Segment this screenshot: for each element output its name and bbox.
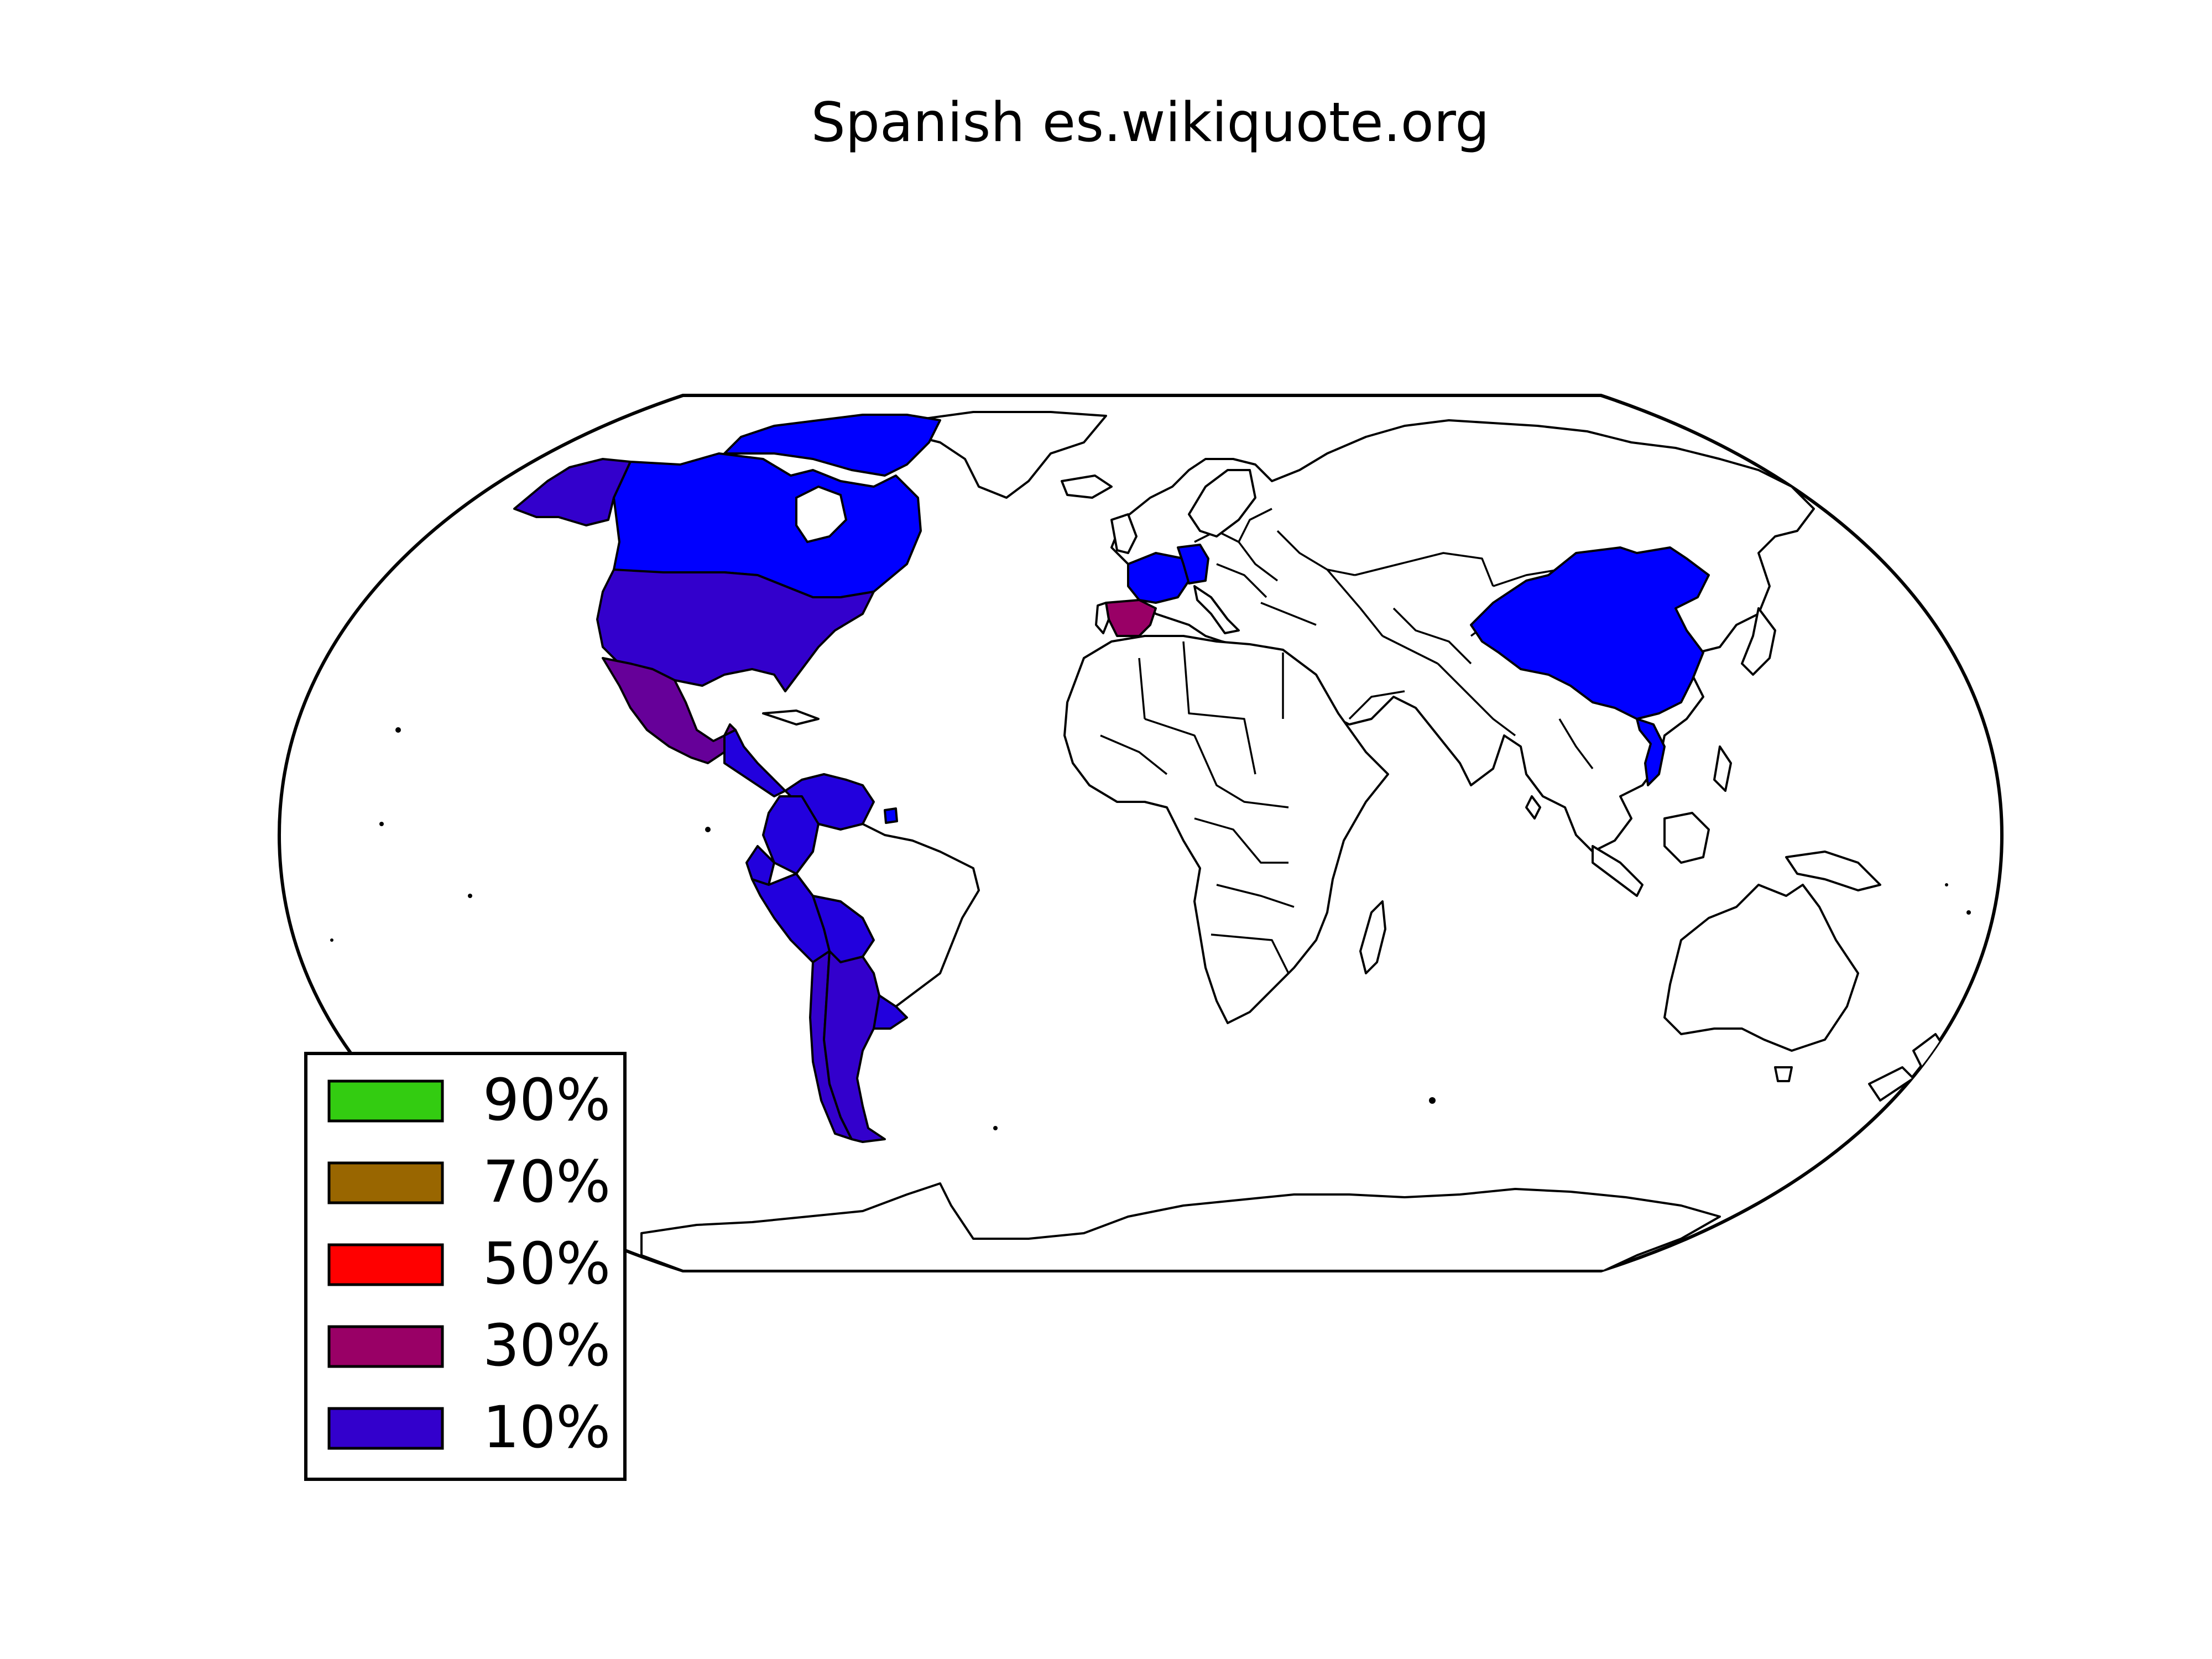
legend-label: 50% bbox=[483, 1230, 611, 1297]
antarctica-shape bbox=[640, 1182, 1721, 1271]
borneo-shape bbox=[1663, 812, 1710, 864]
map-title: Spanish es.wikiquote.org bbox=[811, 91, 1490, 154]
eurasia-shape bbox=[1110, 419, 1815, 853]
newguinea-shape bbox=[1785, 851, 1881, 891]
sumatra-shape bbox=[1592, 845, 1644, 897]
scandinavia-shape bbox=[1188, 469, 1256, 538]
country-france bbox=[1127, 552, 1190, 604]
country-vietnam bbox=[1636, 718, 1666, 786]
country-canada-arctic bbox=[723, 414, 941, 477]
australia-shape bbox=[1663, 884, 1859, 1052]
country-china bbox=[1470, 546, 1710, 720]
legend: 90% 70% 50% 30% 10% bbox=[304, 1052, 627, 1481]
brazil-shape bbox=[795, 823, 980, 1019]
country-mexico bbox=[602, 657, 737, 764]
country-argentina bbox=[823, 950, 891, 1143]
legend-swatch bbox=[327, 1407, 444, 1450]
country-germany bbox=[1177, 544, 1209, 585]
africa-borders bbox=[1100, 641, 1295, 974]
country-french-guiana bbox=[884, 807, 898, 824]
madagascar-shape bbox=[1359, 900, 1386, 974]
legend-swatch bbox=[327, 1243, 444, 1286]
philippines-shape bbox=[1713, 745, 1732, 792]
legend-swatch bbox=[327, 1079, 444, 1123]
portugal-shape bbox=[1095, 602, 1110, 634]
legend-swatch bbox=[327, 1325, 444, 1368]
italy-shape bbox=[1193, 585, 1240, 634]
tasmania-shape bbox=[1774, 1066, 1793, 1082]
country-uruguay bbox=[873, 994, 908, 1030]
srilanka-shape bbox=[1525, 795, 1541, 820]
hudson-bay bbox=[795, 485, 848, 544]
legend-label: 10% bbox=[483, 1394, 611, 1461]
iceland-shape bbox=[1061, 474, 1113, 499]
legend-label: 70% bbox=[483, 1148, 611, 1215]
legend-label: 90% bbox=[483, 1066, 611, 1134]
uk-shape bbox=[1110, 513, 1138, 554]
legend-swatch bbox=[327, 1161, 444, 1204]
greenland-shape bbox=[911, 411, 1107, 499]
cuba-shape bbox=[762, 709, 820, 726]
legend-label: 30% bbox=[483, 1312, 611, 1379]
japan-shape bbox=[1741, 607, 1776, 676]
landmasses bbox=[330, 411, 1971, 1271]
africa-shape bbox=[1063, 635, 1389, 1024]
europe-borders bbox=[1194, 508, 1438, 665]
